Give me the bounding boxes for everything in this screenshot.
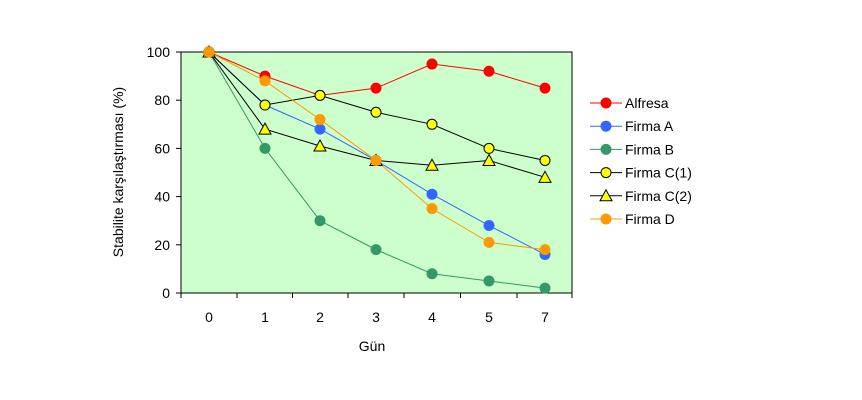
legend: Alfresa Firma A Firma B Firma C(1) Firma C(2… bbox=[590, 95, 692, 227]
data-point bbox=[427, 119, 437, 129]
data-point bbox=[427, 204, 437, 214]
y-axis-label: Stabilite karşılaştırması (%) bbox=[110, 87, 126, 257]
data-point bbox=[427, 269, 437, 279]
data-point bbox=[260, 143, 270, 153]
data-point bbox=[601, 214, 611, 224]
data-point bbox=[427, 189, 437, 199]
x-axis-label: Gün bbox=[359, 338, 385, 354]
data-point bbox=[601, 98, 611, 108]
x-tick-label: 3 bbox=[372, 309, 380, 325]
data-point bbox=[540, 83, 550, 93]
data-point bbox=[601, 144, 611, 154]
data-point bbox=[260, 76, 270, 86]
x-tick-label: 2 bbox=[316, 309, 324, 325]
data-point bbox=[371, 155, 381, 165]
data-point bbox=[371, 245, 381, 255]
data-point bbox=[540, 283, 550, 293]
y-tick-label: 80 bbox=[154, 92, 170, 108]
data-point bbox=[484, 221, 494, 231]
data-point bbox=[484, 276, 494, 286]
data-point bbox=[484, 66, 494, 76]
data-point bbox=[540, 245, 550, 255]
data-point bbox=[315, 90, 325, 100]
legend-label: Firma B bbox=[625, 141, 674, 157]
legend-label: Firma A bbox=[625, 118, 674, 134]
y-tick-label: 100 bbox=[147, 44, 171, 60]
y-tick-label: 40 bbox=[154, 189, 170, 205]
data-point bbox=[260, 100, 270, 110]
data-point bbox=[371, 107, 381, 117]
x-tick-label: 1 bbox=[261, 309, 269, 325]
y-tick-label: 20 bbox=[154, 237, 170, 253]
data-point bbox=[315, 124, 325, 134]
data-point bbox=[540, 155, 550, 165]
data-point bbox=[427, 59, 437, 69]
data-point bbox=[484, 143, 494, 153]
x-tick-label: 5 bbox=[485, 309, 493, 325]
legend-label: Firma D bbox=[625, 211, 675, 227]
y-tick-label: 60 bbox=[154, 140, 170, 156]
data-point bbox=[601, 168, 611, 178]
data-point bbox=[371, 83, 381, 93]
y-tick-label: 0 bbox=[162, 285, 170, 301]
y-axis: 0 20 40 60 80 100 bbox=[147, 44, 181, 301]
data-point bbox=[484, 237, 494, 247]
data-point bbox=[315, 216, 325, 226]
legend-label: Alfresa bbox=[625, 95, 669, 111]
x-tick-label: 0 bbox=[205, 309, 213, 325]
x-tick-label: 7 bbox=[541, 309, 549, 325]
data-point bbox=[601, 121, 611, 131]
legend-label: Firma C(2) bbox=[625, 188, 692, 204]
data-point bbox=[315, 114, 325, 124]
x-axis: 0 1 2 3 4 5 7 bbox=[181, 293, 572, 325]
legend-label: Firma C(1) bbox=[625, 165, 692, 181]
data-point bbox=[204, 47, 214, 57]
x-tick-label: 4 bbox=[428, 309, 436, 325]
